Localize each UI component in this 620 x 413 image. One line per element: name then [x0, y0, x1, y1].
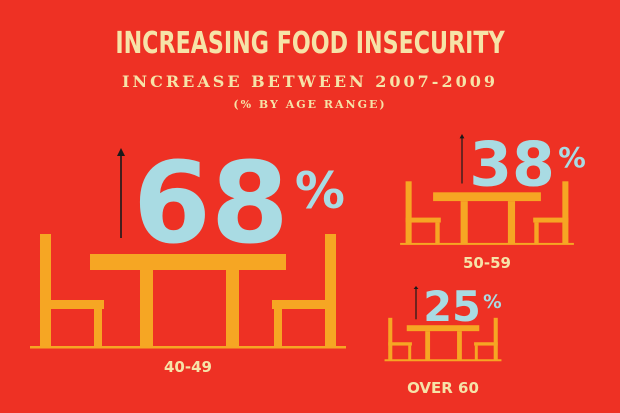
floor-line [30, 346, 346, 349]
value-label: 38 [469, 129, 555, 201]
chair-seat [533, 217, 569, 223]
chair-back [562, 181, 569, 244]
floor-line [384, 359, 502, 362]
chair-leg [474, 345, 478, 360]
chair-leg [94, 309, 102, 348]
chair-leg [274, 309, 282, 348]
table-top [90, 254, 286, 270]
chair-seat [474, 342, 498, 346]
category-label: OVER 60 [407, 379, 479, 397]
table-leg [457, 331, 462, 360]
chair-seat [272, 300, 336, 309]
chair-leg [534, 222, 539, 244]
value-label: 68 [133, 139, 289, 269]
table-and-chairs-icon [384, 317, 502, 362]
percent-sign: % [295, 162, 345, 220]
table-leg [425, 331, 431, 360]
group-50-59: 38 % 50-59 [400, 129, 586, 272]
table-leg [140, 270, 153, 348]
table-top [406, 325, 480, 332]
table-and-chairs-icon [400, 181, 574, 245]
floor-line [400, 242, 574, 245]
value-label: 25 [423, 283, 481, 331]
chair-back [40, 234, 51, 348]
chair-seat [405, 217, 441, 223]
table-top [433, 192, 541, 202]
category-label: 40-49 [164, 358, 212, 376]
table-leg [460, 201, 468, 244]
chair-leg [408, 345, 412, 360]
chair-seat [388, 342, 412, 346]
unit-note: (% BY AGE RANGE) [233, 98, 387, 111]
chair-seat [40, 300, 104, 309]
arrow-head-icon [413, 286, 419, 289]
category-label: 50-59 [463, 254, 511, 272]
arrow-head-icon [117, 148, 125, 156]
group-40-49: 68 % 40-49 [30, 139, 346, 376]
chair-back [493, 317, 498, 360]
percent-sign: % [483, 292, 502, 313]
chair-back [388, 317, 393, 360]
arrow-head-icon [459, 134, 465, 139]
chart-subtitle: INCREASE BETWEEN 2007-2009 [122, 72, 498, 91]
chair-back [405, 181, 412, 244]
table-leg [507, 201, 516, 244]
percent-sign: % [558, 142, 586, 174]
chair-back [325, 234, 336, 348]
table-leg [226, 270, 239, 348]
group-over-60: 25 % OVER 60 [384, 283, 502, 397]
chart-title: INCREASING FOOD INSECURITY [115, 26, 505, 61]
chair-leg [435, 222, 440, 244]
table-and-chairs-icon [30, 234, 346, 349]
